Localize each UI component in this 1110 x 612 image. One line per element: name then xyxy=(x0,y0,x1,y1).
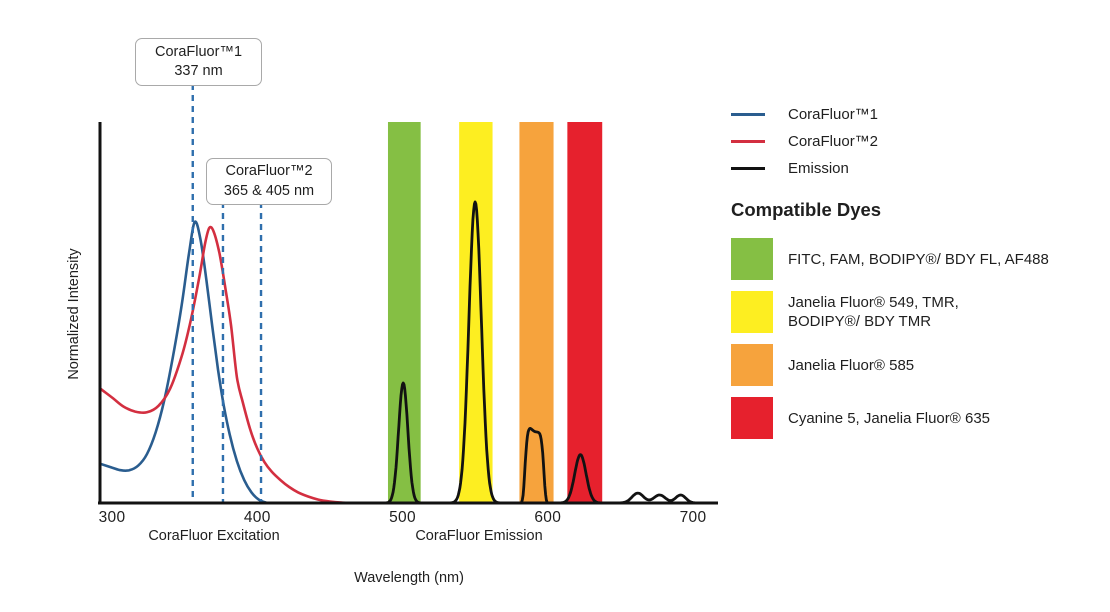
compatible-dyes-heading: Compatible Dyes xyxy=(731,199,882,220)
annotation-corafluor2-value: 365 & 405 nm xyxy=(223,182,315,199)
excitation-curve xyxy=(99,220,274,505)
dye-band xyxy=(519,122,554,502)
dye-label-line: FITC, FAM, BODIPY®/ BDY FL, AF488 xyxy=(788,250,1049,268)
dye-band xyxy=(387,122,421,502)
dye-label: Janelia Fluor® 585 xyxy=(788,356,914,375)
legend-line-swatch xyxy=(731,140,765,143)
x-caption-emission: CoraFluor Emission xyxy=(415,528,543,544)
x-tick-label: 500 xyxy=(389,509,416,526)
dye-label-line: Janelia Fluor® 585 xyxy=(788,356,915,374)
annotation-corafluor1-title: CoraFluor™1 xyxy=(154,43,243,60)
annotation-corafluor1-value: 337 nm xyxy=(174,63,223,79)
x-tick-label: 600 xyxy=(534,509,562,526)
x-tick-label: 400 xyxy=(243,509,271,526)
annotation-corafluor2: CoraFluor™2 365 & 405 nm xyxy=(206,158,332,205)
x-tick-label: 300 xyxy=(98,509,126,526)
x-axis-label: Wavelength (nm) xyxy=(354,570,464,586)
excitation-curve xyxy=(99,225,352,505)
legend-label: CoraFluor™2 xyxy=(788,133,879,150)
dye-color-swatch xyxy=(731,291,773,333)
dye-label-line: BODIPY®/ BDY TMR xyxy=(788,313,932,330)
dye-item: FITC, FAM, BODIPY®/ BDY FL, AF488 xyxy=(731,238,1049,280)
x-tick-label: 700 xyxy=(679,509,707,526)
legend-label: Emission xyxy=(788,160,849,177)
emission-curve xyxy=(354,200,718,505)
dye-band xyxy=(567,122,603,502)
legend-item: Emission xyxy=(731,160,878,177)
legend-line-swatch xyxy=(731,167,765,170)
compatible-dyes-list: FITC, FAM, BODIPY®/ BDY FL, AF488 Janelia… xyxy=(731,238,1049,439)
dye-label: Janelia Fluor® 549, TMR, BODIPY®/ BDY TMR xyxy=(788,293,959,331)
legend-item: CoraFluor™1 xyxy=(731,106,879,123)
dye-color-swatch xyxy=(731,397,773,439)
dye-color-swatch xyxy=(731,238,773,280)
dye-color-swatch xyxy=(731,344,773,386)
dye-item: Cyanine 5, Janelia Fluor® 635 xyxy=(731,397,1049,439)
legend-item: CoraFluor™2 xyxy=(731,133,879,150)
dye-item: Janelia Fluor® 549, TMR, BODIPY®/ BDY TMR xyxy=(731,291,1049,333)
legend-line-swatch xyxy=(731,113,765,116)
dye-label-line: Janelia Fluor® 549, TMR, xyxy=(788,294,959,311)
dye-label: Cyanine 5, Janelia Fluor® 635 xyxy=(788,409,990,428)
dye-label: FITC, FAM, BODIPY®/ BDY FL, AF488 xyxy=(788,250,1049,269)
annotation-corafluor2-title: CoraFluor™2 xyxy=(225,163,313,179)
y-axis-label: Normalized Intensity xyxy=(66,248,82,380)
x-caption-excitation: CoraFluor Excitation xyxy=(148,528,280,544)
legend: CoraFluor™1 CoraFluor™2 Emission xyxy=(731,106,879,188)
legend-label: CoraFluor™1 xyxy=(788,106,879,123)
dye-label-line: Cyanine 5, Janelia Fluor® 635 xyxy=(788,409,991,427)
annotation-corafluor1: CoraFluor™1 337 nm xyxy=(135,38,262,86)
dye-item: Janelia Fluor® 585 xyxy=(731,344,1049,386)
